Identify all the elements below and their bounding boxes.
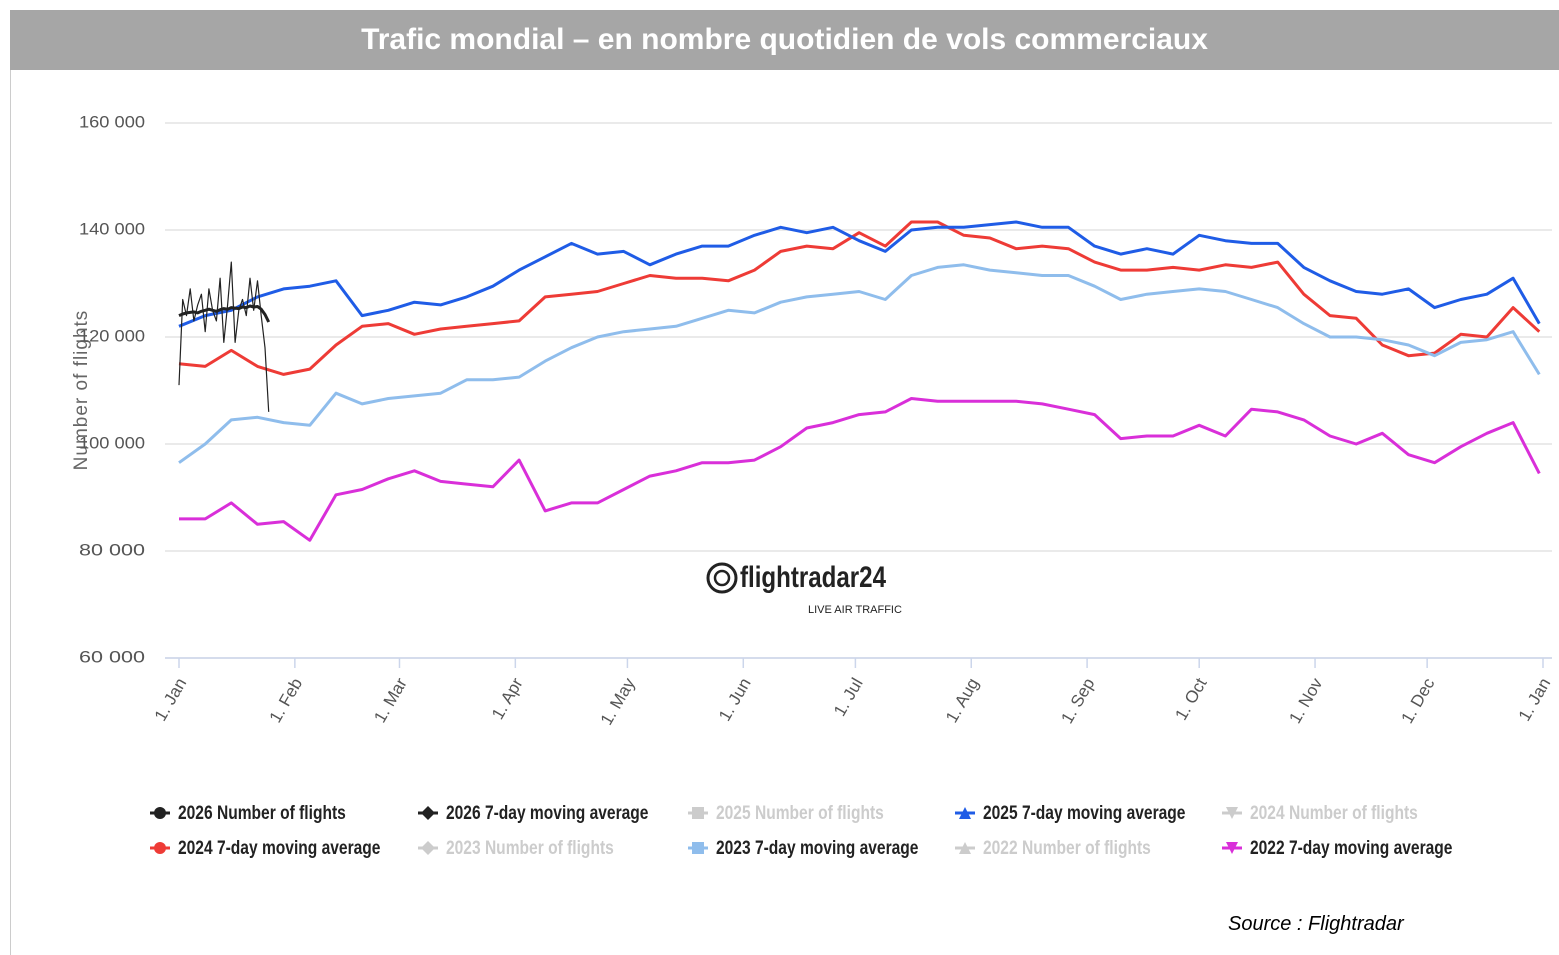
y-tick-label: 160 000 (79, 112, 145, 131)
legend-item: 2023 7-day moving average (688, 837, 919, 859)
series-line (179, 397, 1541, 542)
legend-label: 2026 7-day moving average (446, 802, 649, 824)
legend-label: 2022 Number of flights (983, 837, 1151, 859)
legend-item: 2022 7-day moving average (1222, 837, 1453, 859)
series-line (178, 220, 1541, 376)
source: Source : Flightradar (1228, 913, 1404, 935)
x-tick-label: 1. Sep (1057, 675, 1098, 727)
logo-text: flightradar24 (740, 561, 886, 594)
x-tick-label: 1. Feb (266, 675, 307, 726)
legend-symbol (1226, 807, 1238, 819)
legend-symbol (154, 842, 166, 854)
x-tick-label: 1. Apr (488, 674, 527, 722)
series-line (178, 220, 1541, 328)
frame-border (10, 70, 11, 955)
legend-item: 2022 Number of flights (955, 837, 1151, 859)
legend-label: 2023 7-day moving average (716, 837, 919, 859)
watermark: flightradar24 LIVE AIR TRAFFIC (706, 561, 902, 616)
x-tick-label: 1. Aug (942, 675, 983, 726)
y-tick-label: 60 000 (79, 647, 145, 666)
x-tick-label: 1. Jun (715, 675, 755, 725)
x-tick-label: 1. Mar (370, 674, 411, 726)
legend-symbol (421, 806, 435, 820)
y-axis-label: Number of flights (71, 310, 92, 471)
legend-item: 2025 Number of flights (688, 802, 884, 824)
title: Trafic mondial – en nombre quotidien de … (361, 23, 1208, 56)
x-tick-label: 1. May (597, 674, 639, 728)
y-tick-label: 80 000 (79, 540, 145, 559)
x-tick-label: 1. Nov (1285, 674, 1326, 726)
legend-item: 2023 Number of flights (418, 837, 614, 859)
logo-ring (706, 562, 738, 594)
legend-symbol (959, 842, 971, 854)
legend-item: 2024 Number of flights (1222, 802, 1418, 824)
legend-label: 2026 Number of flights (178, 802, 346, 824)
y-tick-label: 100 000 (79, 433, 145, 452)
x-tick-label: 1. Dec (1397, 674, 1438, 726)
legend-symbol (692, 807, 704, 819)
title-bar: Trafic mondial – en nombre quotidien de … (10, 10, 1559, 70)
legend-item: 2026 Number of flights (150, 802, 346, 824)
legend-label: 2023 Number of flights (446, 837, 614, 859)
x-tick-label: 1. Jan (1515, 675, 1555, 725)
legend-label: 2025 Number of flights (716, 802, 884, 824)
legend-symbol (959, 807, 971, 819)
logo-tagline: LIVE AIR TRAFFIC (808, 604, 902, 616)
legend-item: 2024 7-day moving average (150, 837, 381, 859)
x-tick-label: 1. Oct (1171, 675, 1210, 724)
legend-symbol (421, 841, 435, 855)
legend-symbol (1226, 842, 1238, 854)
legend-item: 2025 7-day moving average (955, 802, 1186, 824)
legend-label: 2024 Number of flights (1250, 802, 1418, 824)
x-tick-label: 1. Jul (830, 675, 867, 720)
legend-label: 2025 7-day moving average (983, 802, 1186, 824)
legend-item: 2026 7-day moving average (418, 802, 649, 824)
legend-label: 2024 7-day moving average (178, 837, 381, 859)
series-line (178, 304, 271, 323)
x-tick-label: 1. Jan (151, 675, 191, 725)
y-tick-label: 120 000 (79, 326, 145, 345)
legend-symbol (154, 807, 166, 819)
legend-symbol (692, 842, 704, 854)
logo-ring (713, 569, 731, 587)
y-tick-label: 140 000 (79, 219, 145, 238)
legend-label: 2022 7-day moving average (1250, 837, 1453, 859)
series-line (178, 261, 270, 412)
series-line (178, 263, 1541, 464)
